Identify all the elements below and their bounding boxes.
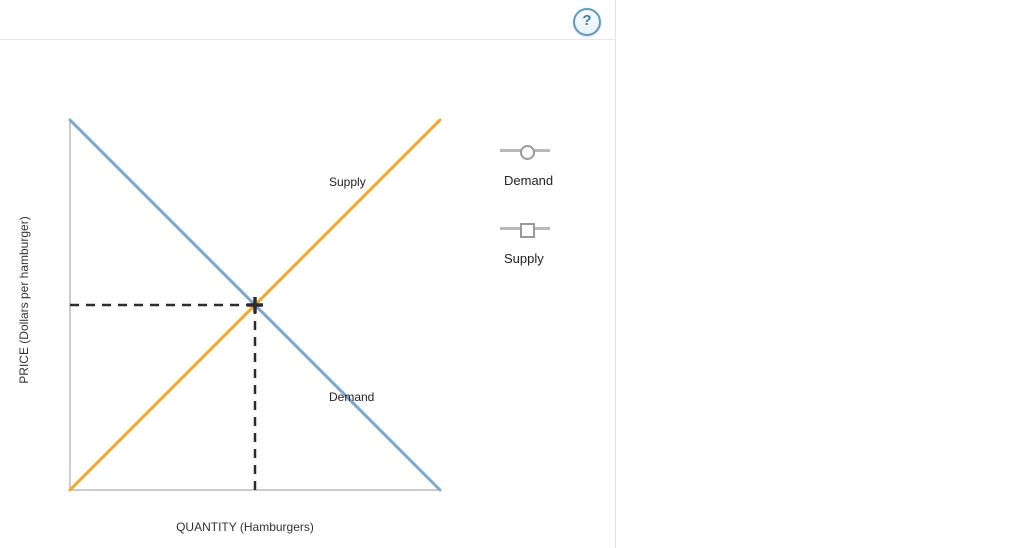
chart-panel: ? PRICE (Dollars per hamburger) QUANTITY… [0, 0, 616, 548]
circle-marker-icon[interactable] [520, 145, 535, 160]
legend-item-label: Demand [504, 173, 553, 188]
legend-item-label: Supply [504, 251, 544, 266]
x-axis-label: QUANTITY (Hamburgers) [176, 520, 314, 534]
legend: Demand Supply [500, 145, 620, 301]
demand-curve-label: Demand [329, 390, 374, 404]
supply-curve-label: Supply [329, 175, 366, 189]
y-axis-label: PRICE (Dollars per hamburger) [17, 216, 31, 383]
square-marker-icon[interactable] [520, 223, 535, 238]
